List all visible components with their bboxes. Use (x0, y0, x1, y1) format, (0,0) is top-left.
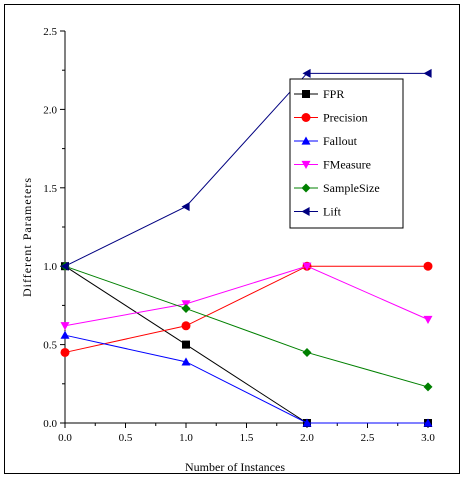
legend-label: Fallout (323, 134, 358, 148)
data-point-precision (423, 261, 433, 271)
legend-marker (301, 183, 311, 193)
legend-label: FPR (323, 87, 344, 101)
series-line-fallout (64, 334, 428, 424)
series-line-lift (64, 72, 428, 267)
data-point-fallout (60, 330, 70, 339)
legend-box (289, 78, 404, 229)
legend-label: Lift (323, 205, 342, 219)
y-tick-label: 0.5 (43, 340, 57, 352)
legend-marker (301, 136, 311, 145)
data-point-samplesize (423, 382, 433, 392)
x-tick-label: 2.0 (300, 432, 314, 444)
y-tick-label: 1.5 (43, 183, 57, 195)
legend-item-precision: Precision (294, 111, 368, 125)
legend: FPR Precision Fallout FMeasure SampleSize Lif… (289, 78, 404, 229)
y-tick-label: 2.5 (43, 26, 57, 38)
y-tick-label: 2.0 (43, 104, 57, 116)
series-line-precision (64, 265, 428, 353)
x-tick-label: 2.5 (361, 432, 375, 444)
data-point-fallout (181, 357, 191, 366)
legend-item-fpr: FPR (294, 87, 344, 101)
y-axis-title: Different Parameters (20, 177, 34, 297)
x-axis-title: Number of Instances (185, 460, 285, 474)
series-line-fpr (64, 265, 428, 424)
series-line-samplesize (64, 265, 429, 388)
legend-item-fmeasure: FMeasure (294, 158, 371, 172)
x-tick-label: 0.5 (119, 432, 133, 444)
data-point-fmeasure (60, 322, 70, 331)
chart-frame: 0.0 0.5 1.0 1.5 2.0 2.5 3.0 0.0 0.5 1.0 1.5 2.0 2.5 … (4, 4, 460, 474)
legend-item-samplesize: SampleSize (294, 181, 380, 195)
data-point-lift (423, 68, 432, 78)
data-point-fallout (302, 418, 312, 427)
series-fallout (60, 330, 433, 427)
legend-marker (301, 207, 310, 216)
data-point-fallout (423, 418, 433, 427)
data-point-samplesize (181, 304, 191, 314)
data-point-precision (181, 321, 191, 331)
series-layer (60, 68, 433, 427)
legend-label: Precision (323, 111, 368, 125)
legend-label: FMeasure (323, 158, 371, 172)
line-chart: 0.0 0.5 1.0 1.5 2.0 2.5 3.00.00.51.01.52.02.5 … (20, 26, 435, 474)
data-point-lift (181, 202, 190, 212)
data-point-fmeasure (302, 262, 312, 271)
data-point-lift (302, 68, 311, 78)
x-tick-label: 1.0 (179, 432, 193, 444)
legend-label: SampleSize (323, 181, 380, 195)
x-tick-label: 0.0 (58, 432, 72, 444)
series-lift (60, 68, 432, 271)
x-tick-label: 1.5 (240, 432, 254, 444)
series-line-fmeasure (64, 265, 429, 327)
x-tick-label: 3.0 (421, 432, 435, 444)
y-tick-label: 1.0 (43, 261, 57, 273)
legend-marker (301, 113, 311, 122)
y-tick-label: 0.0 (43, 418, 57, 430)
data-point-precision (60, 347, 70, 357)
data-point-fmeasure (423, 315, 433, 325)
legend-marker (301, 160, 311, 169)
legend-item-fallout: Fallout (294, 134, 358, 148)
data-point-fpr (182, 340, 190, 349)
data-point-lift (60, 261, 69, 271)
legend-item-lift: Lift (294, 205, 342, 219)
series-samplesize (60, 261, 433, 392)
axes: 0.0 0.5 1.0 1.5 2.0 2.5 3.0 0.0 0.5 1.0 1.5 2.0 2.5 (43, 26, 435, 444)
series-precision (60, 261, 433, 357)
legend-marker (302, 90, 310, 98)
series-fpr (61, 262, 432, 427)
data-point-samplesize (302, 347, 312, 357)
